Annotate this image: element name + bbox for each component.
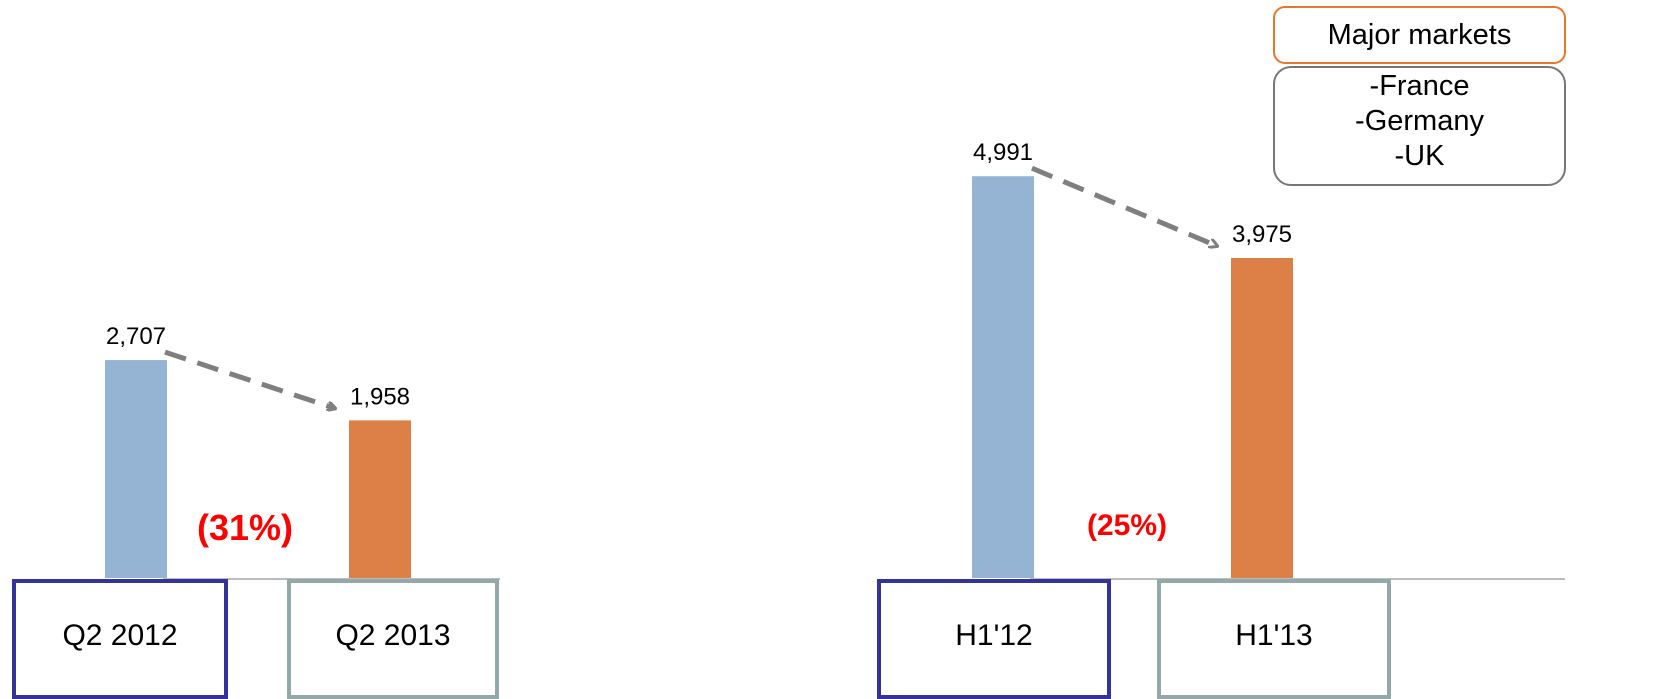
category-label-box: Q2 2013 bbox=[287, 579, 499, 699]
market-item-france: -France bbox=[1369, 70, 1470, 102]
category-label-box: Q2 2012 bbox=[12, 579, 228, 699]
major-markets-title: Major markets bbox=[1273, 6, 1566, 64]
market-item-uk: -UK bbox=[1394, 140, 1445, 172]
major-markets-list: -France -Germany -UK bbox=[1273, 66, 1566, 186]
category-label-box: H1'12 bbox=[877, 579, 1111, 699]
bar-q2-2012 bbox=[105, 360, 167, 578]
market-item-germany: -Germany bbox=[1355, 105, 1484, 137]
trend-arrow bbox=[164, 349, 335, 408]
percent-change-label: (25%) bbox=[1087, 509, 1167, 542]
percent-change-label: (31%) bbox=[197, 507, 293, 548]
trend-arrow bbox=[1031, 165, 1217, 246]
data-label: 2,707 bbox=[106, 323, 166, 350]
data-label: 3,975 bbox=[1232, 221, 1292, 248]
bar-h1-13 bbox=[1231, 258, 1293, 578]
data-label: 1,958 bbox=[350, 383, 410, 410]
bar-q2-2013 bbox=[349, 420, 411, 578]
data-label: 4,991 bbox=[973, 139, 1033, 166]
bar-h1-12 bbox=[972, 176, 1034, 579]
chart-panel-2: 4,991 3,975 (25%) bbox=[972, 139, 1565, 580]
chart-panel-1: 2,707 1,958 (31%) bbox=[105, 323, 500, 580]
category-label-box: H1'13 bbox=[1157, 579, 1391, 699]
